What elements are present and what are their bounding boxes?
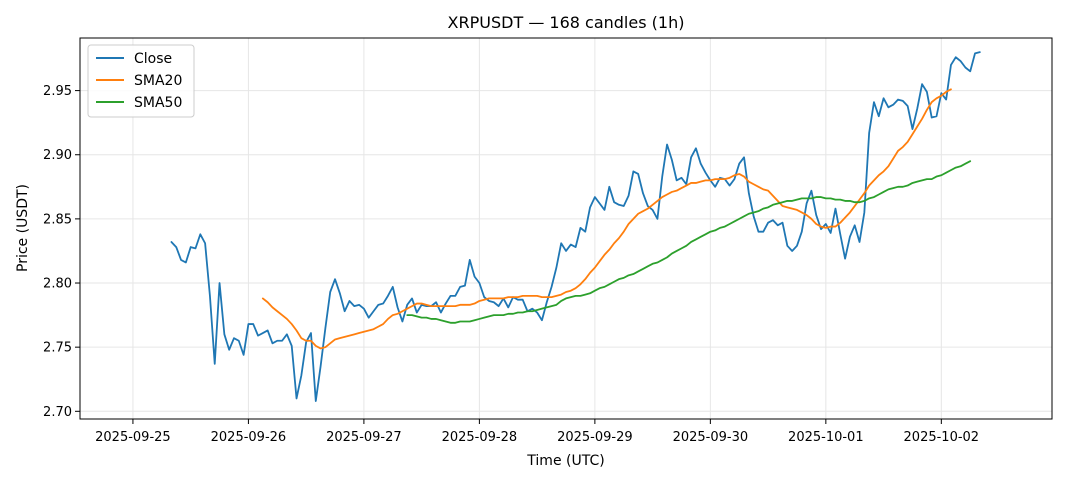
plot-area xyxy=(80,38,1052,419)
x-tick-label: 2025-09-30 xyxy=(673,430,749,445)
x-axis-label: Time (UTC) xyxy=(526,453,604,469)
sma20-line xyxy=(261,88,952,350)
y-tick-label: 2.70 xyxy=(43,405,72,420)
y-tick-label: 2.90 xyxy=(43,148,72,163)
legend-label-close: Close xyxy=(134,51,172,67)
x-tick-label: 2025-09-27 xyxy=(326,430,402,445)
legend: Close SMA20 SMA50 xyxy=(87,44,195,118)
x-axis-ticks: 2025-09-25 2025-09-26 2025-09-27 2025-09-28… xyxy=(95,419,979,445)
legend-label-sma50: SMA50 xyxy=(134,95,182,111)
grid xyxy=(80,38,1052,419)
x-tick-label: 2025-09-28 xyxy=(442,430,518,445)
close-line xyxy=(170,51,981,402)
y-tick-label: 2.85 xyxy=(43,212,72,227)
chart-title: XRPUSDT — 168 candles (1h) xyxy=(448,13,685,32)
plot-frame xyxy=(79,37,1053,420)
y-tick-label: 2.75 xyxy=(43,341,72,356)
x-tick-label: 2025-10-02 xyxy=(904,430,980,445)
legend-label-sma20: SMA20 xyxy=(134,73,182,89)
y-axis-ticks: 2.70 2.75 2.80 2.85 2.90 2.95 xyxy=(43,84,80,420)
x-tick-label: 2025-09-25 xyxy=(95,430,171,445)
sma50-line xyxy=(406,160,972,324)
x-tick-label: 2025-09-26 xyxy=(211,430,287,445)
y-tick-label: 2.95 xyxy=(43,84,72,99)
legend-box xyxy=(87,44,195,118)
x-tick-label: 2025-10-01 xyxy=(788,430,864,445)
x-tick-label: 2025-09-29 xyxy=(557,430,633,445)
y-axis-label: Price (USDT) xyxy=(15,184,31,272)
y-tick-label: 2.80 xyxy=(43,277,72,292)
series-layer xyxy=(170,51,981,402)
